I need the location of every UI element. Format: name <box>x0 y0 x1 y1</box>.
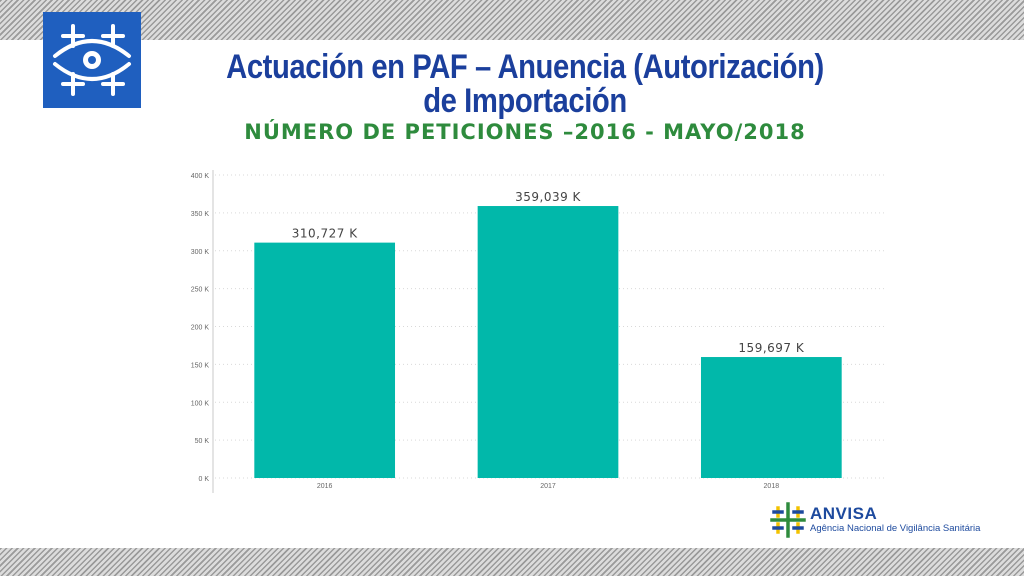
x-tick-label-2018: 2018 <box>764 483 780 490</box>
y-tick-label: 100 K <box>191 400 210 407</box>
y-tick-label: 50 K <box>195 438 210 445</box>
bar-2018 <box>700 357 842 478</box>
y-tick-label: 150 K <box>191 362 210 369</box>
anvisa-tagline: Agência Nacional de Vigilância Sanitária <box>810 523 981 534</box>
y-tick-label: 300 K <box>191 249 210 256</box>
anvisa-cross-icon <box>770 502 806 538</box>
x-tick-label-2017: 2017 <box>540 483 556 490</box>
bottom-stripe-band <box>0 548 1024 576</box>
y-tick-label: 250 K <box>191 287 210 294</box>
bar-2016 <box>254 242 396 478</box>
anvisa-logo: ANVISA Agência Nacional de Vigilância Sa… <box>770 500 980 540</box>
bar-chart-svg: 0 K 50 K 100 K 150 K 200 K 250 K 300 K 350 K 400… <box>191 170 885 493</box>
slide-subtitle: NÚMERO DE PETICIONES –2016 - MAYO/2018 <box>244 120 806 144</box>
bar-2017 <box>477 206 619 478</box>
y-tick-label: 200 K <box>191 325 210 332</box>
data-label-2018: 159,697 K <box>738 341 804 355</box>
data-label-2017: 359,039 K <box>515 190 581 204</box>
institution-logo <box>43 12 141 108</box>
y-tick-label: 0 K <box>198 476 209 483</box>
y-tick-label: 350 K <box>191 211 210 218</box>
slide-title-line1: Actuación en PAF – Anuencia (Autorizació… <box>226 48 824 86</box>
bar-chart: 0 K 50 K 100 K 150 K 200 K 250 K 300 K 350 K 400… <box>185 160 895 500</box>
x-tick-label-2016: 2016 <box>317 483 333 490</box>
top-stripe-band <box>0 0 1024 40</box>
anvisa-name: ANVISA <box>810 504 878 523</box>
y-tick-label: 400 K <box>191 173 210 180</box>
slide-title-line2: de Importación <box>423 82 627 120</box>
data-label-2016: 310,727 K <box>292 227 358 241</box>
eye-cross-logo-icon <box>53 24 131 96</box>
